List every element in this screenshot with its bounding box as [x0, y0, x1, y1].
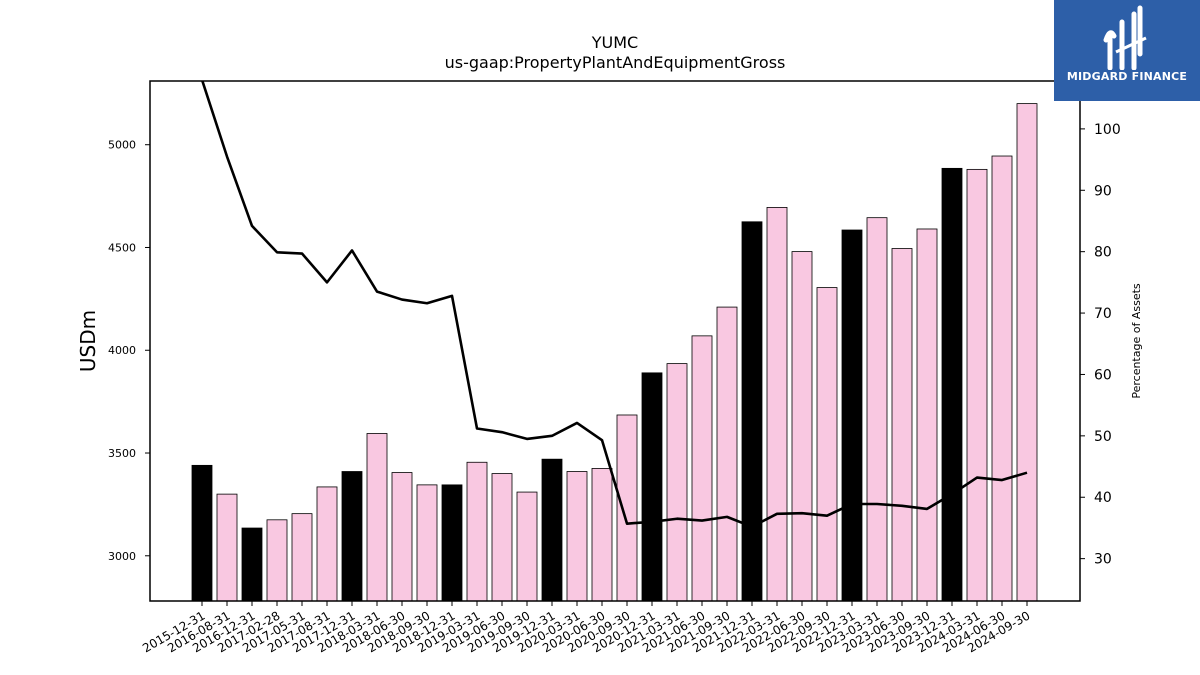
midgard-logo-icon [1103, 5, 1147, 70]
bar-2022-09-30 [816, 287, 838, 602]
percentage-line [201, 81, 1028, 529]
bar-2017-02-28 [266, 519, 288, 602]
bar-2020-06-30 [591, 468, 613, 602]
chart-title: YUMC [591, 33, 638, 52]
plot-frame [149, 80, 1081, 602]
bar-2019-03-31 [466, 461, 488, 602]
y2-tick-label-80: 80 [1094, 245, 1112, 261]
bar-2024-09-30 [1016, 103, 1038, 602]
axes-layer: 3000350040004500500030405060708090100201… [108, 80, 1121, 655]
y-tick-label-5000: 5000 [108, 139, 136, 152]
line-layer [201, 81, 1028, 529]
bar-2020-12-31 [641, 372, 663, 602]
y-tick-label-3500: 3500 [108, 447, 136, 460]
bar-2016-08-31 [216, 493, 238, 602]
bar-2022-12-31 [841, 229, 863, 602]
bar-2023-03-31 [866, 217, 888, 602]
y2-tick-label-50: 50 [1094, 429, 1112, 445]
y2-tick-label-40: 40 [1094, 490, 1112, 506]
bar-2019-06-30 [491, 473, 513, 602]
brand-name: MIDGARD FINANCE [1066, 70, 1188, 83]
bar-2022-03-31 [766, 207, 788, 602]
chart-subtitle: us-gaap:PropertyPlantAndEquipmentGross [445, 53, 786, 72]
y2-tick-label-70: 70 [1094, 306, 1112, 322]
bar-2021-12-31 [741, 221, 763, 602]
bar-2021-06-30 [691, 335, 713, 602]
bar-2020-03-31 [566, 471, 588, 602]
bar-2019-12-31 [541, 458, 563, 602]
bar-2021-03-31 [666, 363, 688, 602]
bar-2023-12-31 [941, 167, 963, 602]
bar-2017-08-31 [316, 486, 338, 602]
bar-2022-06-30 [791, 251, 813, 602]
bar-2019-09-30 [516, 491, 538, 602]
y2-axis-label: Percentage of Assets [1130, 283, 1143, 399]
brand-logo: MIDGARD FINANCE [1054, 0, 1200, 101]
y2-tick-label-100: 100 [1094, 122, 1121, 138]
bar-2018-06-30 [391, 472, 413, 602]
bar-2015-12-31 [191, 464, 213, 602]
y-tick-label-3000: 3000 [108, 550, 136, 563]
bar-2018-12-31 [441, 484, 463, 602]
bar-2021-09-30 [716, 306, 738, 602]
bars-layer [191, 103, 1038, 602]
y2-tick-label-90: 90 [1094, 183, 1112, 199]
bar-2018-09-30 [416, 484, 438, 602]
bar-2018-03-31 [366, 433, 388, 602]
bar-2023-06-30 [891, 248, 913, 602]
y2-tick-label-30: 30 [1094, 552, 1112, 568]
bar-2017-12-31 [341, 471, 363, 602]
bar-2024-03-31 [966, 168, 988, 602]
bar-2023-09-30 [916, 228, 938, 602]
bar-2020-09-30 [616, 414, 638, 602]
y-tick-label-4000: 4000 [108, 344, 136, 357]
bar-2016-12-31 [241, 527, 263, 602]
y-tick-label-4500: 4500 [108, 241, 136, 254]
bar-2017-05-31 [291, 513, 313, 602]
y2-tick-label-60: 60 [1094, 367, 1112, 383]
y-axis-label: USDm [76, 310, 100, 372]
bar-2024-06-30 [991, 155, 1013, 602]
